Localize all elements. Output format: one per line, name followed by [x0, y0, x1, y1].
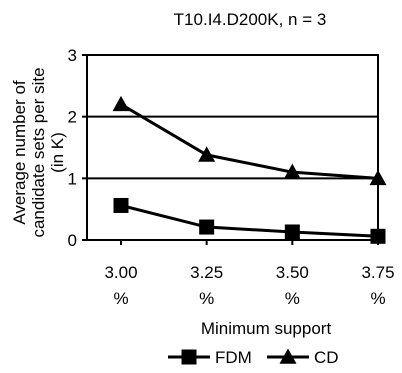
data-point	[369, 169, 387, 186]
series-line	[120, 103, 379, 180]
y-tick-labels: 0 1 2 3	[68, 46, 87, 250]
x-tick-label: 3.25%	[190, 263, 223, 308]
data-point	[113, 197, 129, 213]
legend-label: FDM	[215, 348, 252, 367]
x-tick-label: 3.50%	[276, 263, 309, 308]
data-point	[112, 95, 130, 112]
data-point	[198, 146, 216, 162]
legend-label: CD	[314, 348, 339, 367]
gridlines	[87, 115, 378, 180]
y-tick-label: 2	[68, 108, 77, 127]
legend-marker	[181, 349, 197, 365]
y-tick-label: 3	[68, 46, 77, 65]
plot-frame	[86, 54, 379, 241]
y-axis-label: Average number of candidate sets per site…	[10, 67, 67, 237]
series-fdm	[113, 197, 386, 244]
chart-title: T10.I4.D200K, n = 3	[174, 10, 327, 29]
series-line	[120, 204, 379, 238]
y-tick-label: 1	[68, 169, 77, 188]
legend-item-fdm: FDM	[168, 348, 252, 367]
x-axis-label: Minimum support	[201, 319, 332, 338]
legend-item-cd: CD	[267, 348, 339, 367]
data-point	[370, 228, 386, 244]
x-tick-label: 3.75%	[361, 263, 394, 308]
axes	[86, 54, 379, 241]
legend: FDM CD	[168, 348, 339, 367]
data-point	[199, 219, 215, 235]
y-tick-label: 0	[68, 231, 77, 250]
x-tick-labels: 3.00 % 3.25 % 3.50 % 3.75%	[104, 240, 395, 308]
y-axis-label-line: Average number of	[10, 80, 29, 225]
data-point	[284, 224, 300, 240]
x-tick-label: 3.00%	[104, 263, 137, 308]
data-point	[283, 163, 301, 179]
legend-marker	[279, 348, 297, 364]
y-axis-label-line: (in K)	[48, 132, 67, 173]
y-axis-label-line: candidate sets per site	[29, 67, 48, 237]
series-cd	[112, 95, 387, 186]
series-layer	[112, 95, 387, 244]
